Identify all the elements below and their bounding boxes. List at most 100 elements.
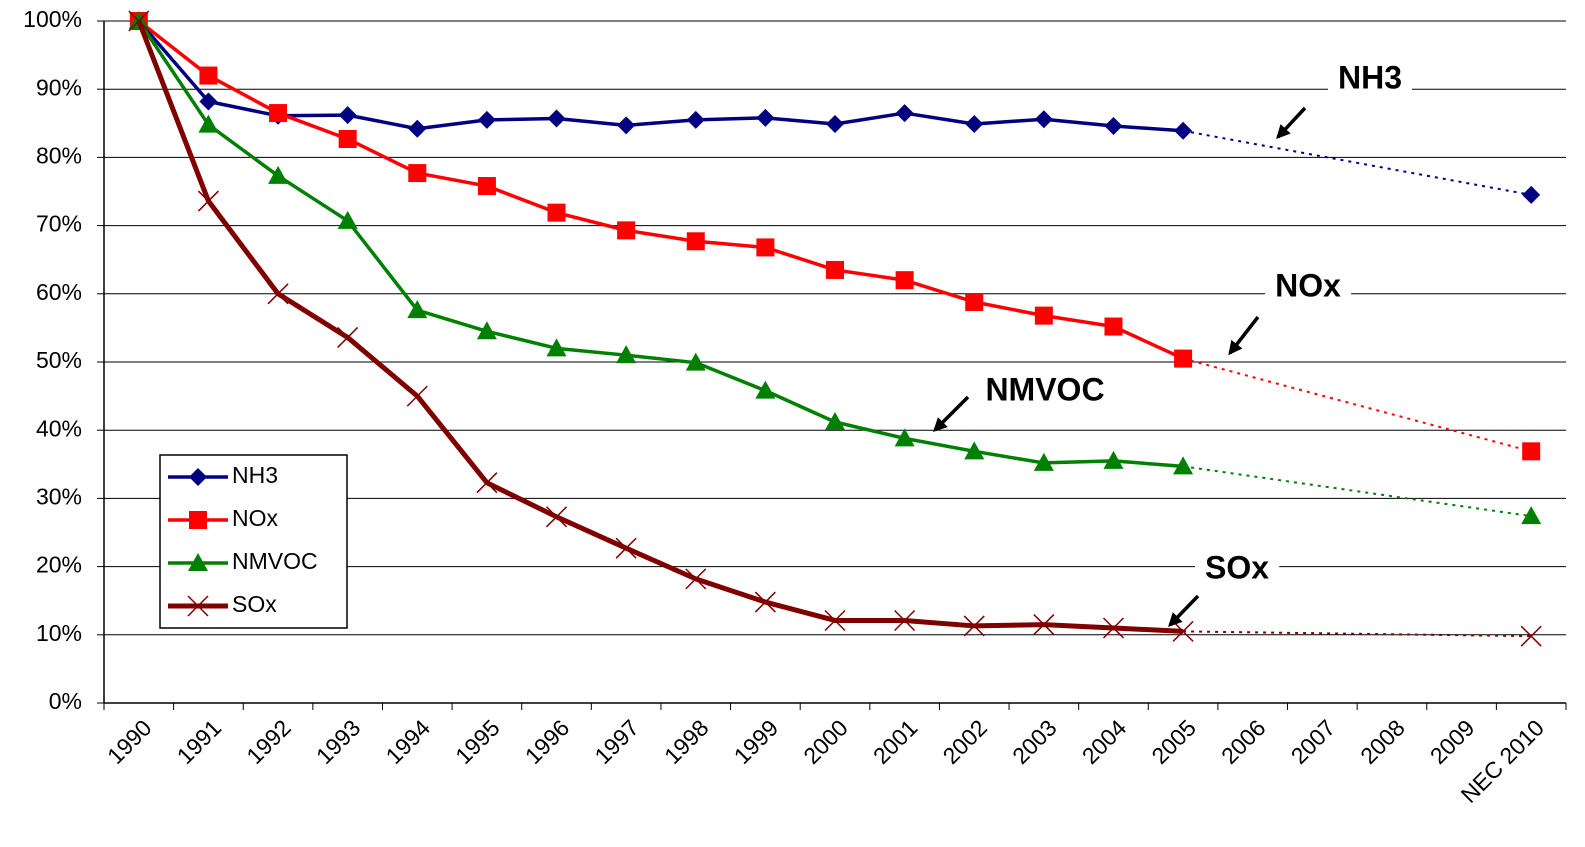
marker	[824, 609, 846, 632]
marker	[1103, 450, 1124, 469]
marker	[964, 441, 985, 460]
marker	[756, 108, 775, 127]
annotation-arrow	[1276, 106, 1307, 140]
annotation-box	[975, 369, 1115, 410]
annotation-box	[1194, 547, 1280, 588]
marker	[965, 114, 984, 133]
annotation-arrow	[1228, 315, 1260, 356]
marker	[476, 472, 498, 494]
y-tick-label: 40%	[36, 415, 82, 441]
legend-label: NMVOC	[232, 548, 318, 574]
annotation-arrow	[933, 395, 970, 432]
marker	[547, 109, 566, 128]
marker	[616, 345, 637, 364]
annotation: SOx	[1205, 549, 1269, 585]
legend-label: NH3	[232, 462, 278, 488]
marker	[477, 110, 496, 129]
marker	[685, 568, 707, 590]
marker	[617, 221, 636, 240]
marker	[755, 380, 776, 399]
annotation-box	[1327, 57, 1413, 98]
marker	[894, 609, 916, 632]
marker	[267, 283, 289, 305]
annotation: NOx	[1275, 267, 1341, 303]
annotation: NH3	[1338, 59, 1402, 95]
marker	[1033, 614, 1055, 636]
marker	[895, 271, 914, 290]
y-tick-label: 10%	[36, 620, 82, 646]
marker	[198, 114, 219, 133]
y-tick-label: 90%	[36, 74, 82, 100]
marker	[894, 428, 915, 447]
annotation: NMVOC	[985, 371, 1104, 407]
marker	[1520, 625, 1542, 647]
marker	[1522, 185, 1541, 204]
marker	[617, 116, 636, 135]
marker	[826, 114, 844, 133]
marker	[189, 468, 207, 486]
marker	[895, 104, 914, 123]
marker	[1102, 617, 1125, 639]
y-tick-label: 50%	[36, 347, 82, 373]
annotation-box	[1265, 265, 1352, 306]
marker	[1174, 349, 1193, 368]
marker	[685, 352, 706, 371]
marker	[965, 292, 984, 311]
marker	[337, 210, 358, 229]
marker	[477, 177, 496, 196]
marker	[476, 321, 497, 340]
marker	[545, 506, 568, 528]
marker	[547, 203, 566, 222]
y-tick-label: 60%	[36, 279, 82, 305]
marker	[406, 385, 428, 407]
y-tick-label: 0%	[49, 688, 82, 714]
series	[129, 12, 1541, 204]
legend-label: NOx	[232, 505, 279, 531]
y-tick-label: 30%	[36, 483, 82, 509]
marker	[408, 119, 427, 138]
marker	[686, 110, 705, 129]
marker	[128, 10, 150, 32]
marker	[1174, 121, 1193, 140]
y-tick-label: 20%	[36, 552, 82, 578]
annotation-arrow	[1168, 594, 1200, 628]
y-tick-label: 70%	[36, 211, 82, 237]
gap-connector	[1183, 630, 1532, 638]
marker	[1034, 306, 1053, 325]
marker	[826, 260, 844, 279]
series	[128, 11, 1542, 525]
marker	[756, 238, 775, 257]
marker	[754, 591, 776, 613]
y-tick-label: 100%	[23, 6, 82, 32]
series	[128, 10, 1542, 647]
marker	[1521, 506, 1542, 525]
marker	[686, 232, 705, 251]
legend-label: SOx	[232, 591, 277, 617]
marker	[1033, 452, 1054, 471]
marker	[269, 104, 288, 123]
marker	[546, 338, 567, 357]
marker	[189, 511, 207, 529]
marker	[1034, 110, 1053, 129]
marker	[199, 66, 218, 85]
marker	[188, 553, 208, 571]
marker	[825, 412, 845, 431]
marker	[338, 129, 357, 148]
marker	[187, 595, 209, 617]
marker	[408, 164, 427, 183]
gap-connector	[1182, 465, 1532, 518]
marker	[963, 615, 985, 637]
marker	[268, 165, 289, 184]
marker	[1173, 456, 1194, 475]
marker	[337, 326, 359, 348]
y-tick-label: 80%	[36, 142, 82, 168]
legend: NH3 NOx NMVOC SOx	[159, 454, 348, 629]
marker	[1104, 317, 1123, 336]
marker	[1522, 442, 1541, 461]
marker	[1104, 117, 1123, 136]
marker	[199, 92, 218, 111]
marker	[615, 537, 637, 559]
gap-connector	[1182, 129, 1532, 196]
